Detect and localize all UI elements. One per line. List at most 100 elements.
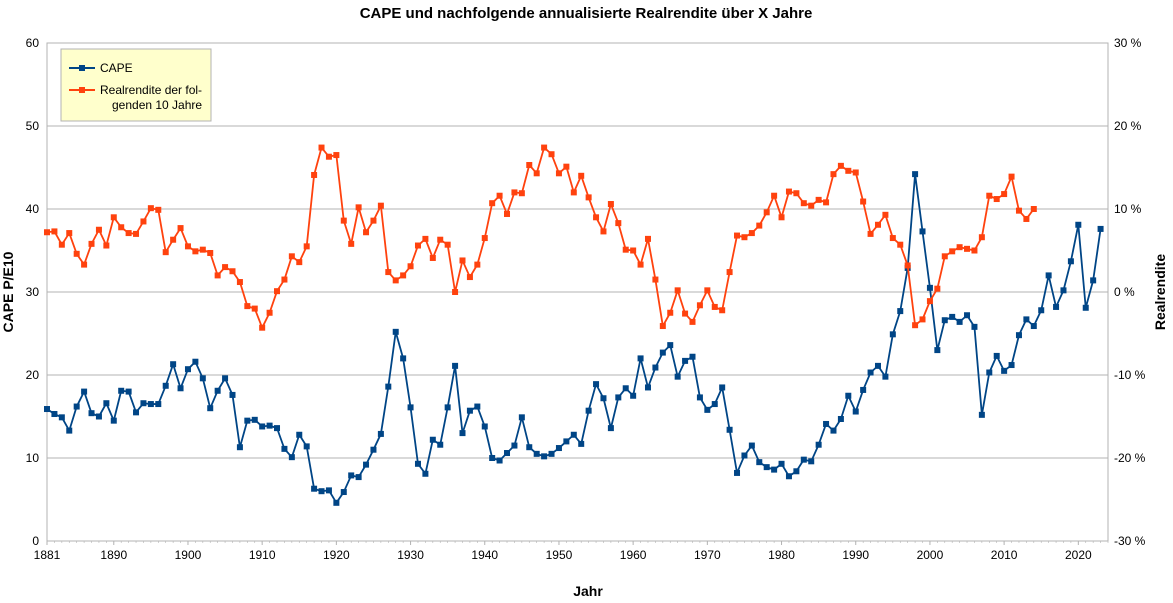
data-point [1023, 316, 1030, 323]
y2-tick-label: 0 % [1114, 285, 1135, 299]
data-point [949, 248, 956, 255]
data-point [133, 409, 140, 416]
data-point [414, 460, 421, 467]
data-point [481, 235, 488, 242]
y-tick-label: 20 [26, 368, 40, 382]
data-point [1075, 221, 1082, 228]
x-tick-label: 1920 [323, 548, 350, 562]
data-point [578, 172, 585, 179]
data-point [281, 276, 288, 283]
data-point [1030, 323, 1037, 330]
data-point [489, 455, 496, 461]
data-point [66, 427, 73, 434]
data-point [934, 347, 941, 354]
data-point [748, 442, 755, 449]
data-point [444, 404, 451, 411]
data-point [303, 243, 310, 250]
data-point [51, 228, 58, 235]
data-point [325, 487, 332, 494]
data-point [904, 262, 911, 269]
data-point [88, 240, 95, 247]
data-point [837, 415, 844, 422]
data-point [830, 171, 837, 178]
data-point [637, 355, 644, 362]
data-point [103, 242, 110, 249]
data-point [615, 220, 622, 227]
data-point [118, 224, 125, 231]
data-point [585, 407, 592, 414]
x-tick-label: 1930 [397, 548, 424, 562]
data-point [971, 323, 978, 330]
data-point [867, 230, 874, 237]
data-point [444, 241, 451, 248]
data-point [926, 284, 933, 291]
data-point [236, 279, 243, 286]
data-point [541, 453, 548, 460]
data-point [392, 328, 399, 335]
data-point [177, 225, 184, 232]
data-point [222, 264, 229, 271]
data-point [607, 201, 614, 208]
data-point [704, 287, 711, 294]
data-point [170, 236, 177, 243]
data-point [244, 417, 251, 424]
data-point [288, 253, 295, 260]
data-point [370, 217, 377, 224]
data-point [808, 458, 815, 465]
data-point [785, 188, 792, 195]
data-point [192, 248, 199, 255]
data-point [949, 313, 956, 320]
data-point [489, 200, 496, 207]
data-point [207, 405, 214, 412]
data-point [570, 431, 577, 438]
data-point [622, 246, 629, 253]
data-point [652, 364, 659, 371]
right-axis: -30 % -20 % -10 % 0 % 10 % 20 % 30 % [1114, 36, 1146, 548]
data-point [756, 459, 763, 466]
data-point [971, 247, 978, 254]
data-point [986, 192, 993, 199]
data-point [548, 450, 555, 457]
data-point [162, 249, 169, 256]
data-point [429, 436, 436, 443]
data-point [133, 230, 140, 237]
data-point [659, 323, 666, 330]
data-point [155, 401, 162, 408]
data-point [333, 152, 340, 159]
data-point [311, 485, 318, 492]
data-point [229, 268, 236, 275]
data-point [1008, 173, 1015, 180]
data-point [615, 394, 622, 401]
data-point [711, 303, 718, 310]
data-point [555, 445, 562, 452]
data-point [793, 468, 800, 475]
data-point [459, 257, 466, 264]
x-axis-title: Jahr [573, 583, 603, 599]
x-tick-label: 2020 [1065, 548, 1092, 562]
data-point [771, 192, 778, 199]
data-point [407, 263, 414, 270]
data-point [882, 211, 889, 218]
data-point [763, 209, 770, 216]
data-point [912, 171, 919, 178]
data-point [266, 309, 273, 316]
data-point [466, 274, 473, 281]
data-point [548, 151, 555, 158]
data-point [563, 438, 570, 445]
data-point [652, 276, 659, 283]
legend-box [60, 48, 212, 122]
data-point [741, 234, 748, 241]
data-point [785, 473, 792, 480]
data-point [1067, 258, 1074, 265]
data-point [474, 261, 481, 268]
y2-tick-label: -20 % [1114, 451, 1146, 465]
data-point [199, 246, 206, 253]
data-point [110, 214, 117, 221]
data-point [370, 446, 377, 453]
data-point [852, 169, 859, 176]
data-point [830, 427, 837, 434]
data-point [44, 406, 50, 413]
data-point [845, 392, 852, 399]
data-point [941, 317, 948, 324]
data-point [533, 450, 540, 457]
